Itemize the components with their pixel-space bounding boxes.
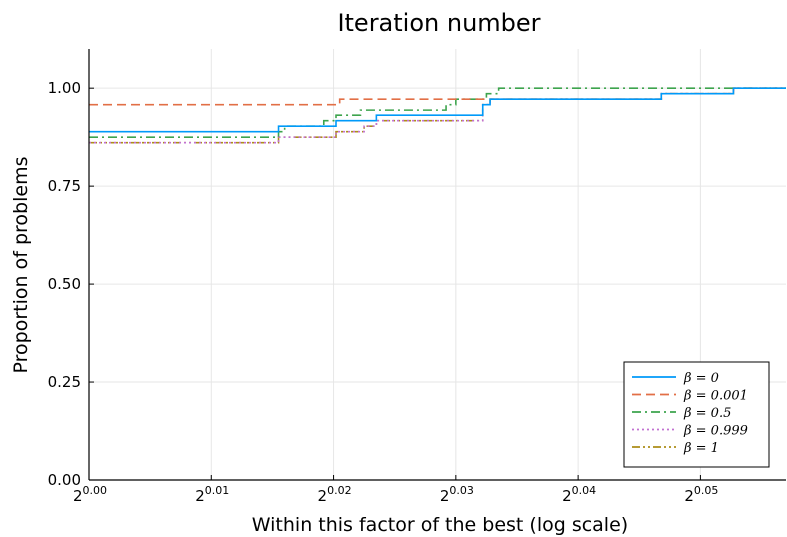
y-tick-label-3: 0.75: [48, 177, 81, 195]
legend-label-3: β = 0.999: [683, 424, 748, 439]
y-tick-label-0: 0.00: [48, 471, 81, 489]
axes: [88, 49, 786, 481]
legend-label-2: β = 0.5: [683, 406, 731, 421]
y-tick-label-4: 1.00: [48, 79, 81, 97]
legend-label-4: β = 1: [683, 441, 719, 456]
x-ticks: 20.00 20.01 20.02 20.03 20.04 20.05: [73, 475, 718, 505]
legend-label-1: β = 0.001: [683, 389, 748, 404]
x-tick-label-3: 20.03: [440, 484, 474, 505]
series-line-0: [89, 87, 786, 133]
y-tick-label-1: 0.25: [48, 373, 81, 391]
legend: β = 0 β = 0.001 β = 0.5 β = 0.999 β = 1: [623, 361, 770, 468]
x-tick-label-4: 20.04: [562, 484, 596, 505]
chart-title: Iteration number: [337, 9, 540, 37]
y-axis-label: Proportion of problems: [10, 157, 32, 374]
legend-box: [623, 361, 770, 468]
y-tick-label-2: 0.50: [48, 275, 81, 293]
x-tick-label-0: 20.00: [73, 484, 107, 505]
series-line-2: [89, 87, 786, 138]
legend-label-0: β = 0: [683, 371, 719, 386]
x-tick-label-1: 20.01: [195, 484, 229, 505]
series-line-1: [89, 87, 786, 106]
series-layer: [89, 87, 786, 144]
x-tick-label-5: 20.05: [684, 484, 718, 505]
x-tick-label-2: 20.02: [318, 484, 352, 505]
x-axis-label: Within this factor of the best (log scal…: [252, 514, 628, 536]
y-ticks: 0.00 0.25 0.50 0.75 1.00: [48, 79, 94, 489]
